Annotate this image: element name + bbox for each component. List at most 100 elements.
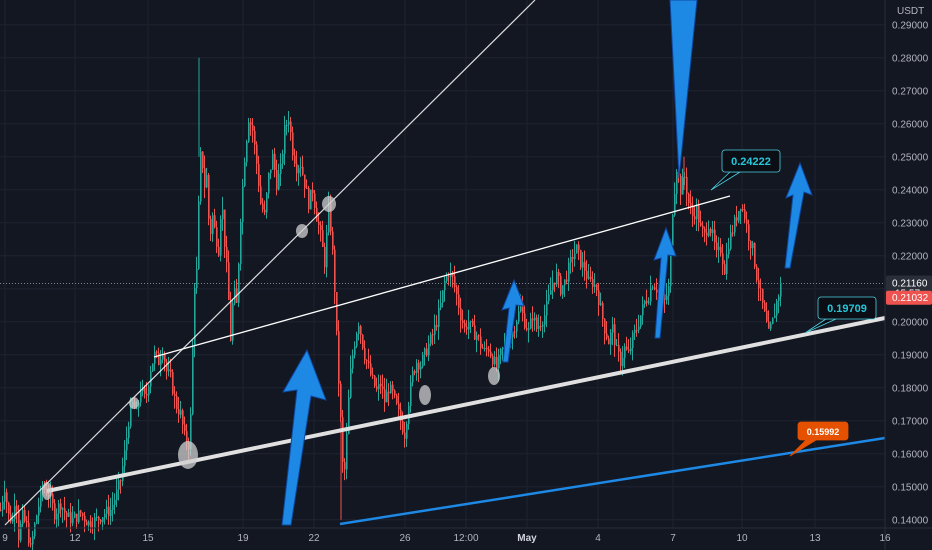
candle-body — [100, 519, 102, 522]
candle — [538, 314, 540, 337]
candle-body — [718, 246, 720, 251]
candle — [362, 333, 364, 351]
candle-body — [210, 218, 212, 235]
candle — [726, 242, 728, 280]
candle — [432, 328, 434, 346]
candle-body — [120, 480, 122, 482]
candle — [594, 273, 596, 293]
candle — [112, 492, 114, 522]
candle-body — [492, 356, 494, 365]
candle-body — [220, 219, 222, 256]
candle-body — [414, 371, 416, 373]
candle — [380, 375, 382, 394]
candle-body — [666, 295, 668, 300]
candle-body — [494, 356, 496, 365]
candle — [444, 276, 446, 302]
candle-body — [58, 503, 60, 514]
candle — [668, 278, 670, 306]
candle-body — [30, 543, 32, 545]
candle-body — [502, 347, 504, 350]
candle — [182, 408, 184, 434]
candle-body — [116, 489, 118, 500]
candle — [100, 519, 102, 525]
price-tick-label: 0.23000 — [892, 218, 929, 229]
candle-body — [528, 328, 530, 330]
candle — [322, 220, 324, 248]
candle — [460, 297, 462, 333]
candle-body — [632, 332, 634, 349]
candle-body — [512, 331, 514, 337]
candle — [488, 345, 490, 357]
candle — [610, 328, 612, 355]
candle — [210, 215, 212, 241]
candle-body — [206, 175, 208, 188]
candle-body — [278, 173, 280, 190]
candle-body — [728, 248, 730, 255]
candle — [128, 421, 130, 445]
candle-body — [196, 268, 198, 288]
candle — [14, 493, 16, 532]
candle-body — [78, 510, 80, 522]
candle-body — [362, 334, 364, 349]
candle — [320, 221, 322, 242]
candle — [378, 374, 380, 401]
candle-body — [258, 163, 260, 187]
candle — [466, 320, 468, 335]
candle — [762, 288, 764, 310]
candle-body — [368, 361, 370, 364]
candle-body — [458, 294, 460, 308]
candle-body — [360, 326, 362, 335]
candle-body — [138, 402, 140, 409]
price-tick-label: 0.19000 — [892, 350, 929, 361]
candle-body — [276, 169, 278, 190]
open-price-label: 0.21032 — [892, 293, 929, 304]
candle-body — [372, 374, 374, 376]
candle — [748, 219, 750, 251]
time-tick-label: 9 — [2, 533, 8, 544]
candle — [584, 250, 586, 281]
candle-body — [714, 229, 716, 243]
candle-body — [128, 426, 130, 438]
candle-body — [676, 171, 678, 195]
candle-body — [32, 536, 34, 545]
candle-body — [592, 278, 594, 287]
price-axis[interactable]: 0.29000 0.28000 0.27000 0.26000 0.25000 0.240… — [884, 0, 932, 550]
callout-box — [721, 149, 781, 173]
candle — [636, 318, 638, 337]
candle-body — [596, 284, 598, 291]
candle-body — [84, 515, 86, 522]
candle — [470, 320, 472, 334]
candle — [250, 118, 252, 136]
candle-body — [466, 326, 468, 330]
candle-body — [424, 348, 426, 355]
candle-body — [756, 266, 758, 281]
candle — [4, 480, 6, 510]
candle — [354, 341, 356, 359]
candle-body — [774, 315, 776, 319]
candle-body — [94, 517, 96, 528]
candle-body — [382, 386, 384, 390]
candle-body — [464, 323, 466, 327]
candle-body — [554, 282, 556, 285]
candle-body — [160, 359, 162, 366]
time-axis[interactable]: 9 12 15 19 22 26 12:00 May 4 7 10 13 16 — [0, 527, 932, 544]
candle-body — [172, 371, 174, 394]
candle — [724, 260, 726, 275]
candle-body — [604, 318, 606, 334]
candle — [216, 220, 218, 254]
candle — [628, 339, 630, 353]
candle-body — [170, 369, 172, 372]
candle — [230, 291, 232, 342]
candle-body — [292, 132, 294, 156]
candle-body — [18, 510, 20, 541]
candle — [772, 317, 774, 325]
currency-label: USDT — [897, 6, 924, 17]
candle-body — [328, 203, 330, 233]
candle — [78, 499, 80, 524]
candle-body — [200, 151, 202, 202]
candle-body — [738, 211, 740, 221]
candle — [196, 256, 198, 294]
candle — [704, 226, 706, 243]
candle-body — [176, 396, 178, 410]
